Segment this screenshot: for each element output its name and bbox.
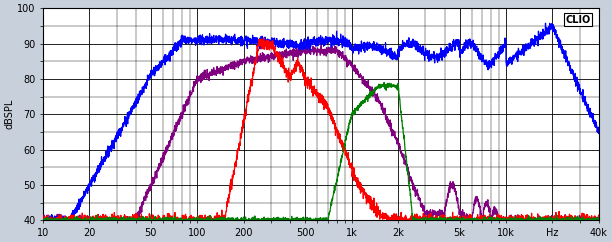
Y-axis label: dBSPL: dBSPL — [4, 99, 14, 129]
Text: CLIO: CLIO — [565, 15, 591, 24]
